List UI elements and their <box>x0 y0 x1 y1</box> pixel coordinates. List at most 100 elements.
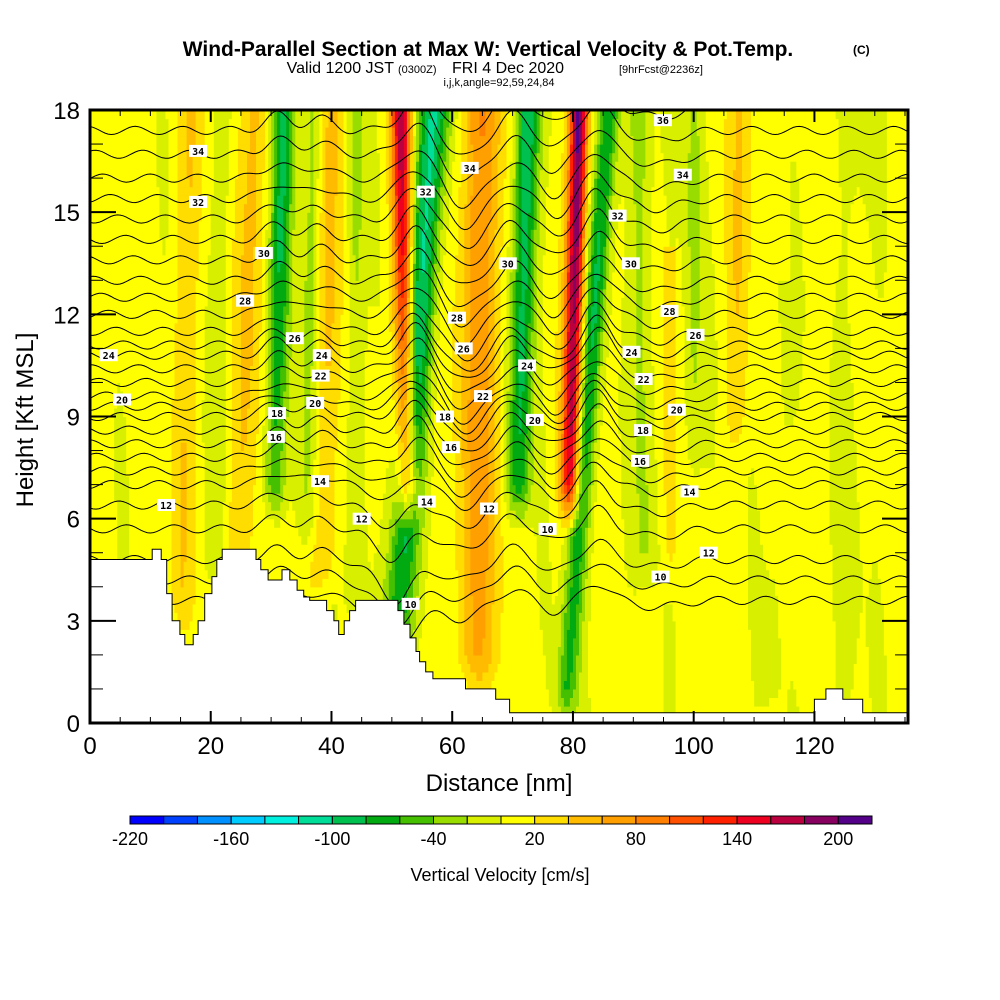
velocity-cell <box>416 195 420 205</box>
velocity-cell <box>464 280 471 290</box>
velocity-cell <box>364 476 387 486</box>
velocity-cell <box>464 467 471 477</box>
velocity-cell <box>491 212 499 222</box>
velocity-cell <box>566 586 571 596</box>
velocity-cell <box>838 254 849 264</box>
velocity-cell <box>316 382 320 392</box>
velocity-cell <box>518 305 526 315</box>
velocity-cell <box>859 612 867 622</box>
velocity-cell <box>470 535 489 545</box>
velocity-cell <box>225 356 233 366</box>
velocity-cell <box>591 195 595 205</box>
velocity-cell <box>742 169 752 179</box>
velocity-cell <box>403 237 408 247</box>
velocity-cell <box>645 399 656 409</box>
velocity-cell <box>551 569 559 579</box>
velocity-cell <box>591 510 595 520</box>
velocity-cell <box>569 118 574 128</box>
velocity-cell <box>488 382 495 392</box>
velocity-cell <box>310 195 314 205</box>
velocity-cell <box>573 663 577 673</box>
velocity-cell <box>582 450 586 460</box>
velocity-cell <box>742 186 752 196</box>
velocity-cell <box>410 186 414 196</box>
velocity-cell <box>585 612 592 622</box>
velocity-cell <box>416 552 423 562</box>
velocity-cell <box>464 603 474 613</box>
velocity-cell <box>349 305 369 315</box>
velocity-cell <box>862 578 870 588</box>
velocity-cell <box>319 373 342 383</box>
velocity-cell <box>343 578 384 588</box>
velocity-cell <box>156 118 170 128</box>
velocity-cell <box>277 161 281 171</box>
velocity-cell <box>576 169 580 179</box>
velocity-cell <box>621 450 637 460</box>
velocity-cell <box>579 186 583 196</box>
velocity-cell <box>536 552 550 562</box>
velocity-cell <box>576 612 580 622</box>
velocity-cell <box>283 484 305 494</box>
velocity-cell <box>180 535 188 545</box>
velocity-cell <box>569 476 574 486</box>
velocity-cell <box>579 629 583 639</box>
velocity-cell <box>171 450 182 460</box>
velocity-cell <box>566 544 571 554</box>
velocity-cell <box>515 263 520 273</box>
velocity-cell <box>754 476 831 486</box>
velocity-cell <box>663 697 677 707</box>
velocity-cell <box>316 271 320 281</box>
velocity-cell <box>669 552 674 562</box>
velocity-cell <box>240 425 248 435</box>
velocity-cell <box>289 271 293 281</box>
velocity-cell <box>886 246 908 256</box>
velocity-cell <box>397 246 402 256</box>
velocity-cell <box>189 178 194 188</box>
velocity-cell <box>675 535 749 545</box>
velocity-cell <box>90 535 118 545</box>
velocity-cell <box>461 663 471 673</box>
velocity-cell <box>699 135 707 145</box>
velocity-cell <box>225 476 233 486</box>
velocity-cell <box>657 518 668 528</box>
velocity-cell <box>268 399 272 409</box>
velocity-cell <box>609 263 616 273</box>
velocity-cell <box>473 629 486 639</box>
velocity-cell <box>500 425 505 435</box>
velocity-cell <box>316 305 320 315</box>
velocity-cell <box>195 288 209 298</box>
velocity-cell <box>573 493 577 503</box>
velocity-cell <box>271 220 275 230</box>
velocity-cell <box>579 195 583 205</box>
velocity-cell <box>310 425 317 435</box>
velocity-cell <box>243 237 257 247</box>
velocity-cell <box>437 203 441 213</box>
velocity-cell <box>388 527 396 537</box>
velocity-cell <box>452 391 462 401</box>
velocity-cell <box>434 220 438 230</box>
velocity-cell <box>699 314 716 324</box>
velocity-cell <box>180 578 185 588</box>
velocity-cell <box>509 442 514 452</box>
velocity-cell <box>455 535 465 545</box>
velocity-cell <box>515 288 523 298</box>
velocity-cell <box>286 339 293 349</box>
velocity-cell <box>434 450 456 460</box>
velocity-cell <box>346 144 354 154</box>
velocity-cell <box>838 178 888 188</box>
velocity-cell <box>337 612 351 622</box>
velocity-cell <box>654 408 665 418</box>
velocity-cell <box>663 186 689 196</box>
velocity-cell <box>352 118 363 128</box>
velocity-cell <box>612 288 625 298</box>
velocity-cell <box>545 680 559 690</box>
velocity-cell <box>171 561 182 571</box>
velocity-cell <box>168 220 179 230</box>
velocity-cell <box>114 442 127 452</box>
velocity-cell <box>542 348 556 358</box>
velocity-cell <box>90 305 179 315</box>
velocity-cell <box>262 305 266 315</box>
velocity-cell <box>443 144 447 154</box>
velocity-cell <box>745 408 785 418</box>
velocity-cell <box>316 220 320 230</box>
